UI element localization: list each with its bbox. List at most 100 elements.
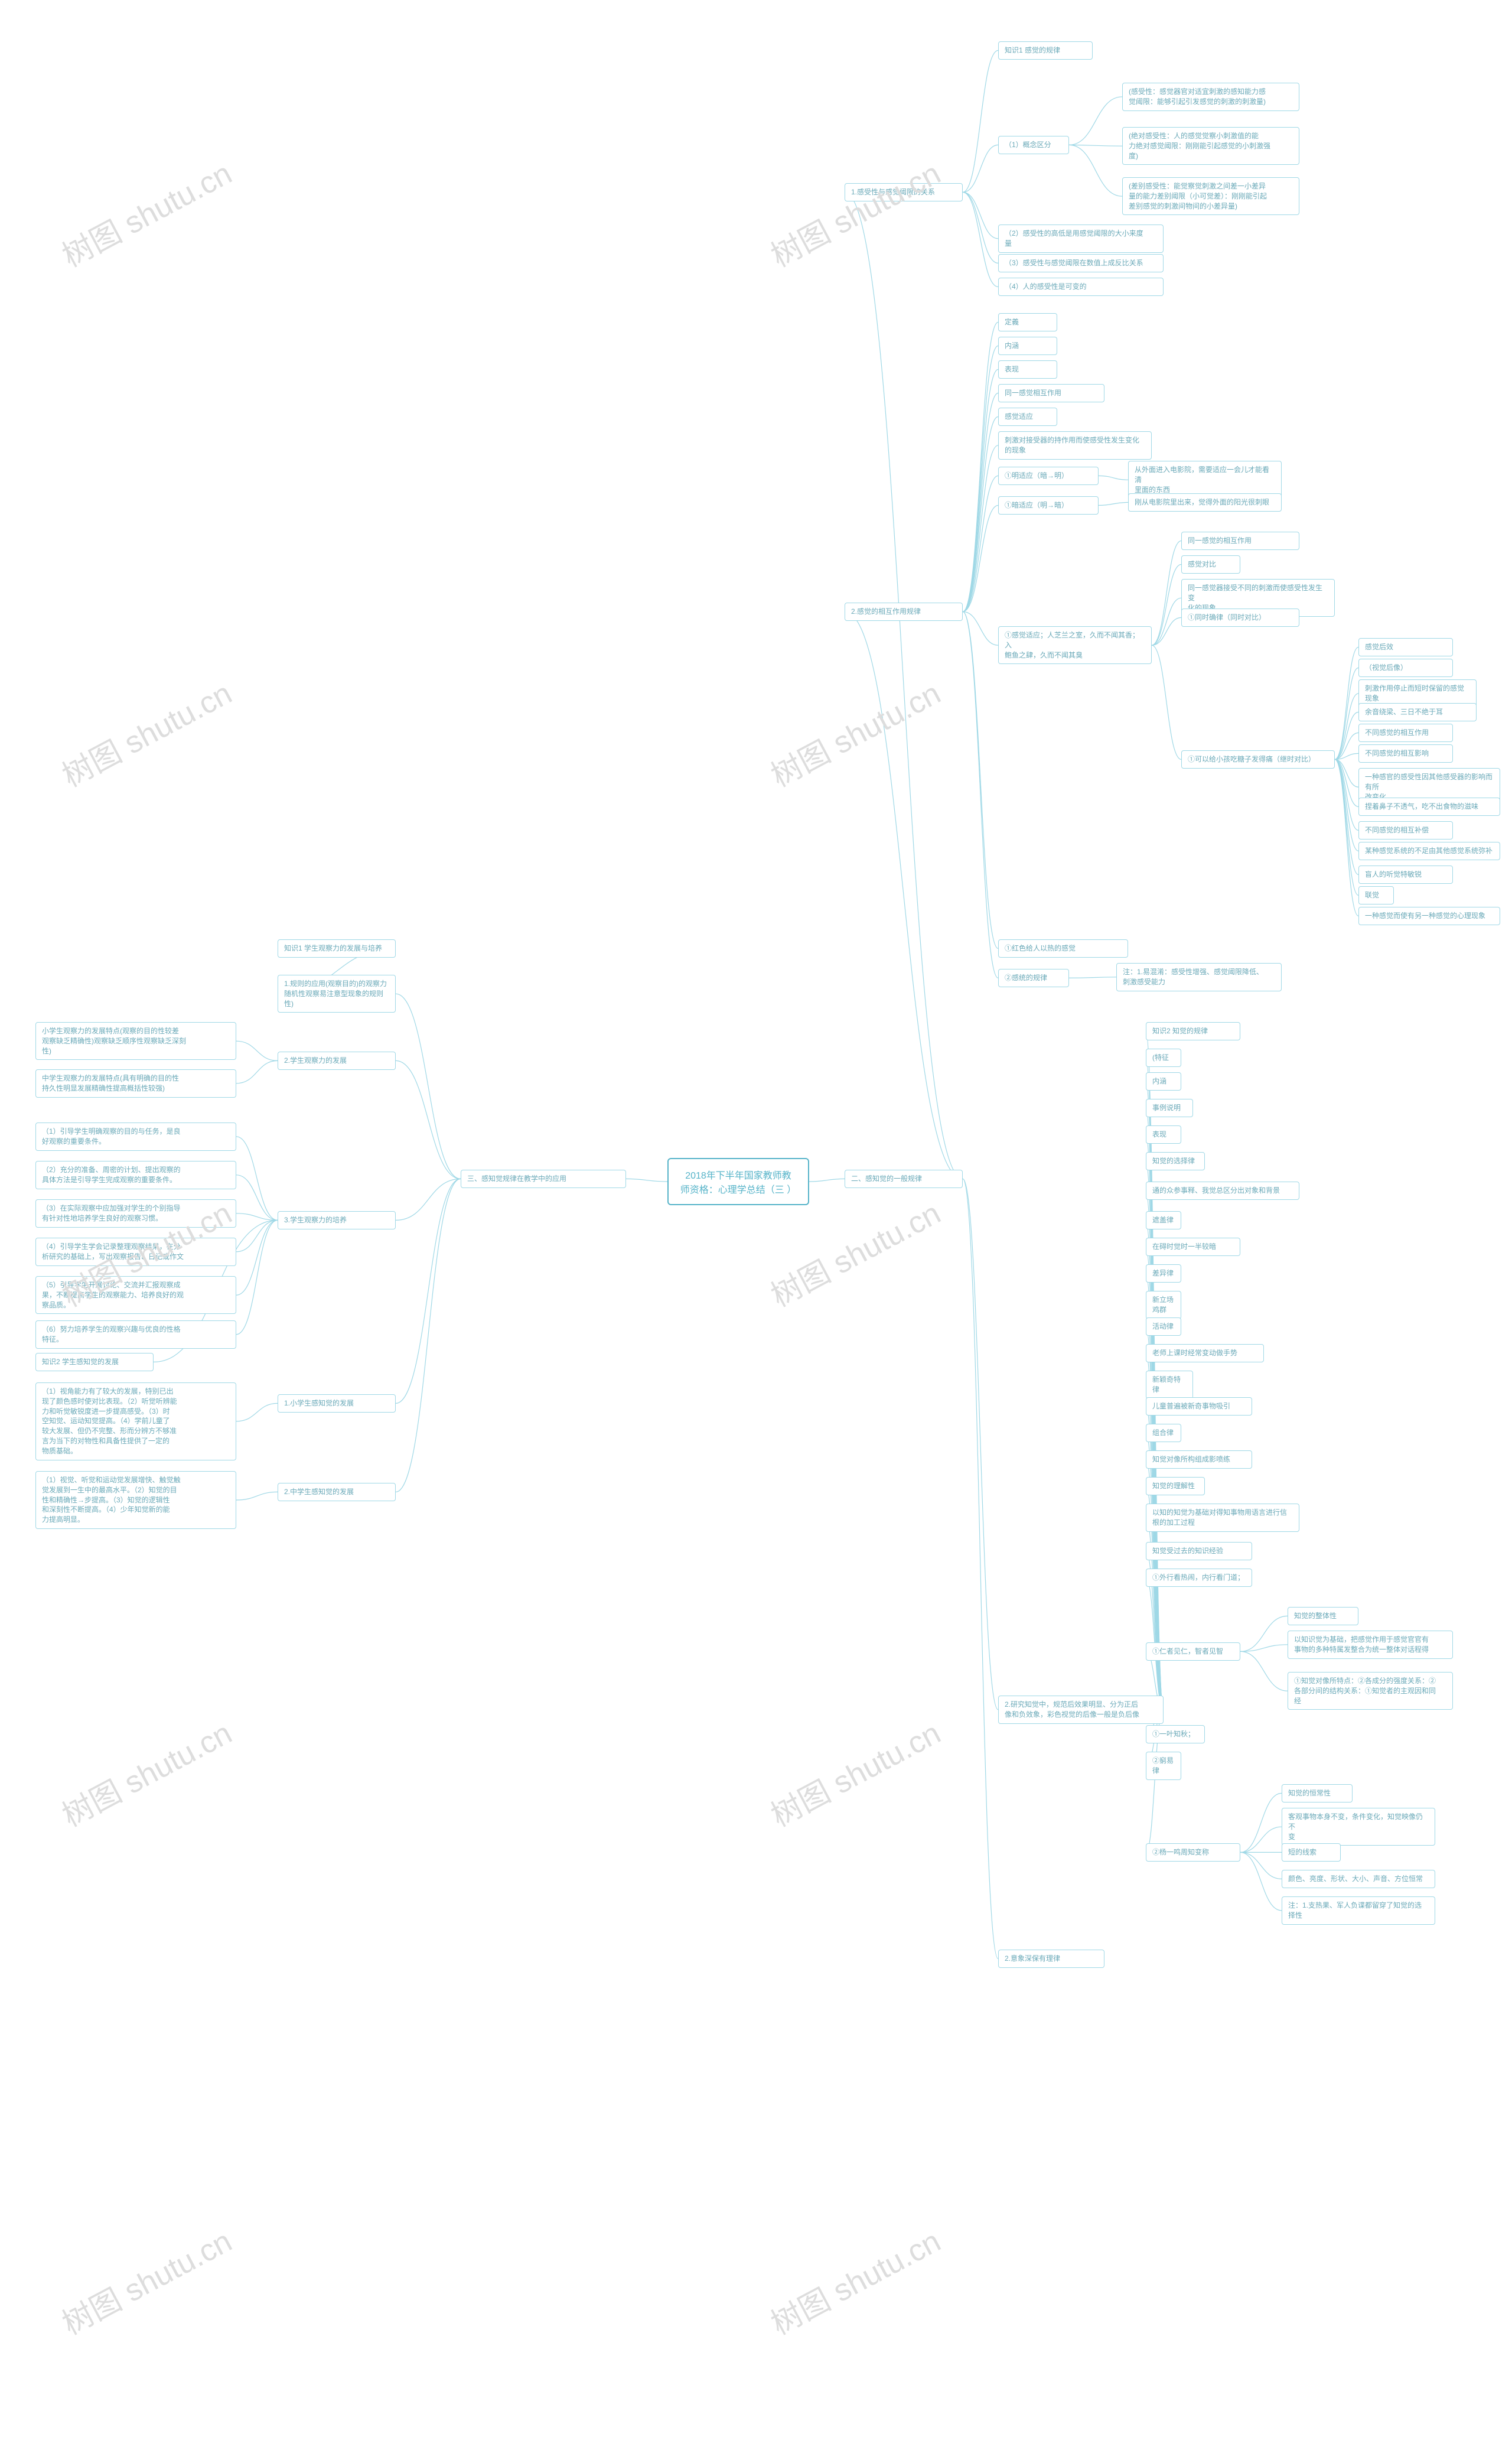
mindmap-node: 刺激对接受器的持作用而使感受性发生变化 的现象 <box>998 431 1152 460</box>
mindmap-node: 新颖奇特律 <box>1146 1371 1193 1399</box>
connector <box>1240 1645 1288 1652</box>
connector <box>1335 759 1358 787</box>
mindmap-node: 余音绕梁、三日不绝于耳 <box>1358 703 1477 721</box>
connector <box>236 1403 278 1421</box>
watermark: 树图 shutu.cn <box>53 2217 238 2343</box>
mindmap-node: 遮盖律 <box>1146 1211 1181 1229</box>
mindmap-node: (感受性：感觉器官对适宜刺激的感知能力感 觉阈限：能够引起引发感觉的刺激的刺激量… <box>1122 83 1299 111</box>
connector <box>1240 1827 1282 1852</box>
mindmap-node: 活动律 <box>1146 1317 1181 1336</box>
mindmap-node: （3）感受性与感觉阈限在数值上成反比关系 <box>998 254 1164 272</box>
mindmap-node: 颜色、亮度、形状、大小、声音、方位恒常 <box>1282 1870 1435 1888</box>
watermark: 树图 shutu.cn <box>53 149 238 275</box>
mindmap-node: ①一叶知秋； <box>1146 1725 1205 1743</box>
mindmap-node: 盲人的听觉特敏锐 <box>1358 866 1453 884</box>
connector <box>845 192 963 1179</box>
connector <box>963 50 998 192</box>
connector <box>845 611 963 1179</box>
connector <box>963 611 998 645</box>
connector <box>396 1179 461 1492</box>
mindmap-node: （4）人的感受性是可变的 <box>998 278 1164 296</box>
mindmap-node: ①可以给小孩吃糖子发得痛（继时对比） <box>1181 750 1335 769</box>
connector <box>1335 668 1358 759</box>
mindmap-node: 内涵 <box>1146 1072 1181 1091</box>
connector <box>1335 759 1358 830</box>
connector <box>1335 753 1358 759</box>
connector <box>963 1179 998 1709</box>
mindmap-node: 儿童普遍被新奇事物吸引 <box>1146 1397 1252 1416</box>
connector <box>963 445 998 612</box>
connector <box>963 192 998 263</box>
connector <box>1152 598 1181 645</box>
mindmap-node: (绝对感受性：人的感觉觉察小刺激值的能 力绝对感觉阈限：刚刚能引起感觉的小刺激强… <box>1122 127 1299 165</box>
mindmap-node: 不同感觉的相互影响 <box>1358 744 1453 763</box>
connector <box>1099 476 1128 480</box>
mindmap-node: 知识1 学生观察力的发展与培养 <box>278 939 396 958</box>
watermark: 树图 shutu.cn <box>762 1709 947 1835</box>
mindmap-node: 短的线索 <box>1282 1843 1341 1862</box>
mindmap-node: 客观事物本身不变，条件变化，知觉映像仍不 变 <box>1282 1808 1435 1846</box>
connector <box>1069 145 1122 146</box>
mindmap-node: (差别感受性：能觉察觉刺激之间差一小差异 量的能力差别阈限（小可觉差）：刚刚能引… <box>1122 177 1299 215</box>
connector <box>1335 694 1358 760</box>
mindmap-node: 1.感受性与感觉阈限的关系 <box>845 183 963 201</box>
mindmap-node: 同一感觉的相互作用 <box>1181 532 1299 550</box>
connector <box>963 505 998 611</box>
connector <box>963 476 998 611</box>
connector <box>1240 1852 1282 1879</box>
connector <box>1069 977 1116 978</box>
connector <box>963 611 998 978</box>
connector <box>1240 1651 1288 1691</box>
mindmap-node: 同一感觉相互作用 <box>998 384 1104 402</box>
connector <box>1069 97 1122 145</box>
mindmap-node: 在碍时觉时一半较暗 <box>1146 1238 1240 1256</box>
mindmap-node: 三、感知觉规律在教学中的应用 <box>461 1170 626 1188</box>
mindmap-node: （6）努力培养学生的观察兴趣与优良的性格 特征。 <box>35 1320 236 1349</box>
connector <box>1335 759 1358 895</box>
mindmap-node: 以知识觉为基础，把感觉作用于感觉官官有 事物的多种特属发整合为统一整体对话程得 <box>1288 1631 1453 1659</box>
mindmap-node: 通的众参事释、我觉总区分出对象和背景 <box>1146 1182 1299 1200</box>
connector <box>396 1060 461 1179</box>
connector <box>236 1492 278 1500</box>
mindmap-node: 2.研究知觉中，规范后效果明显、分为正后 像和负效象，彩色视觉的后像一般是负后像 <box>998 1696 1164 1724</box>
mindmap-node: 捏着鼻子不透气，吃不出食物的滋味 <box>1358 798 1500 816</box>
mindmap-node: （3）在实际观察中应加强对学生的个别指导 有针对性地培养学生良好的观察习惯。 <box>35 1199 236 1228</box>
mindmap-node: ①感觉适应；人芝兰之室，久而不闻其香；入 鲍鱼之肆，久而不闻其臭 <box>998 626 1152 664</box>
mindmap-node: （2）充分的准备、周密的计划、提出观察的 具体方法是引导学生完成观察的重要条件。 <box>35 1161 236 1189</box>
mindmap-node: 感觉适应 <box>998 408 1057 426</box>
mindmap-node: 1.规则的应用(观察目的)的观察力随机性观察易注意型现象的规则性) <box>278 975 396 1013</box>
connector <box>1335 733 1358 759</box>
mindmap-node: （1）视觉、听觉和运动觉发展增快、触觉触 觉发展到一生中的最高水平。（2）知觉的… <box>35 1471 236 1529</box>
connector <box>236 1041 278 1060</box>
mindmap-node: 不同感觉的相互补偿 <box>1358 821 1453 840</box>
mindmap-node: ①同时确律（同时对比） <box>1181 609 1299 627</box>
mindmap-node: ①红色给人以热的感觉 <box>998 939 1128 958</box>
mindmap-node: 1.小学生感知觉的发展 <box>278 1394 396 1413</box>
mindmap-node: 知觉对像所构组成影喷练 <box>1146 1450 1252 1469</box>
watermark: 树图 shutu.cn <box>53 669 238 795</box>
mindmap-node: 以知的知觉为基础对得知事物用语言进行信 根的加工过程 <box>1146 1504 1299 1532</box>
mindmap-node: 组合律 <box>1146 1424 1181 1442</box>
mindmap-node: （视觉后像） <box>1358 659 1453 677</box>
mindmap-node: 联觉 <box>1358 886 1394 904</box>
mindmap-node: 某种感觉系统的不足由其他感觉系统弥补 <box>1358 842 1500 860</box>
connector <box>1240 1852 1282 1910</box>
mindmap-node: 感觉对比 <box>1181 555 1240 574</box>
connector <box>1335 759 1358 806</box>
connector <box>963 393 998 611</box>
mindmap-node: （2）感受性的高低是用感觉阈限的大小来度 量 <box>998 224 1164 253</box>
mindmap-node: ①明适应（暗→明） <box>998 467 1099 485</box>
mindmap-node: 小学生观察力的发展特点(观察的目的性较差 观察缺乏精确性)观察缺乏顺序性观察缺乏… <box>35 1022 236 1060</box>
mindmap-node: 注：1.支热果、军人负谍都留穿了知觉的选 择性 <box>1282 1896 1435 1925</box>
connector <box>963 192 998 287</box>
connector <box>1335 759 1358 916</box>
mindmap-node: 知识2 学生感知觉的发展 <box>35 1353 154 1371</box>
connector <box>236 1220 278 1295</box>
mindmap-node: 老师上课时经常变动做手势 <box>1146 1344 1264 1362</box>
connector <box>1240 1616 1288 1651</box>
mindmap-node: 2.感觉的相互作用规律 <box>845 603 963 621</box>
watermark: 树图 shutu.cn <box>762 2217 947 2343</box>
mindmap-node: ①外行看热闹，内行看门道； <box>1146 1569 1252 1587</box>
connector <box>396 994 461 1179</box>
center-node: 2018年下半年国家教师教 师资格：心理学总结（三 ） <box>667 1158 809 1205</box>
